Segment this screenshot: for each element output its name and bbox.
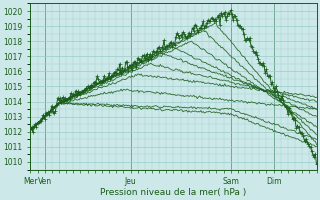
X-axis label: Pression niveau de la mer( hPa ): Pression niveau de la mer( hPa ) <box>100 188 247 197</box>
